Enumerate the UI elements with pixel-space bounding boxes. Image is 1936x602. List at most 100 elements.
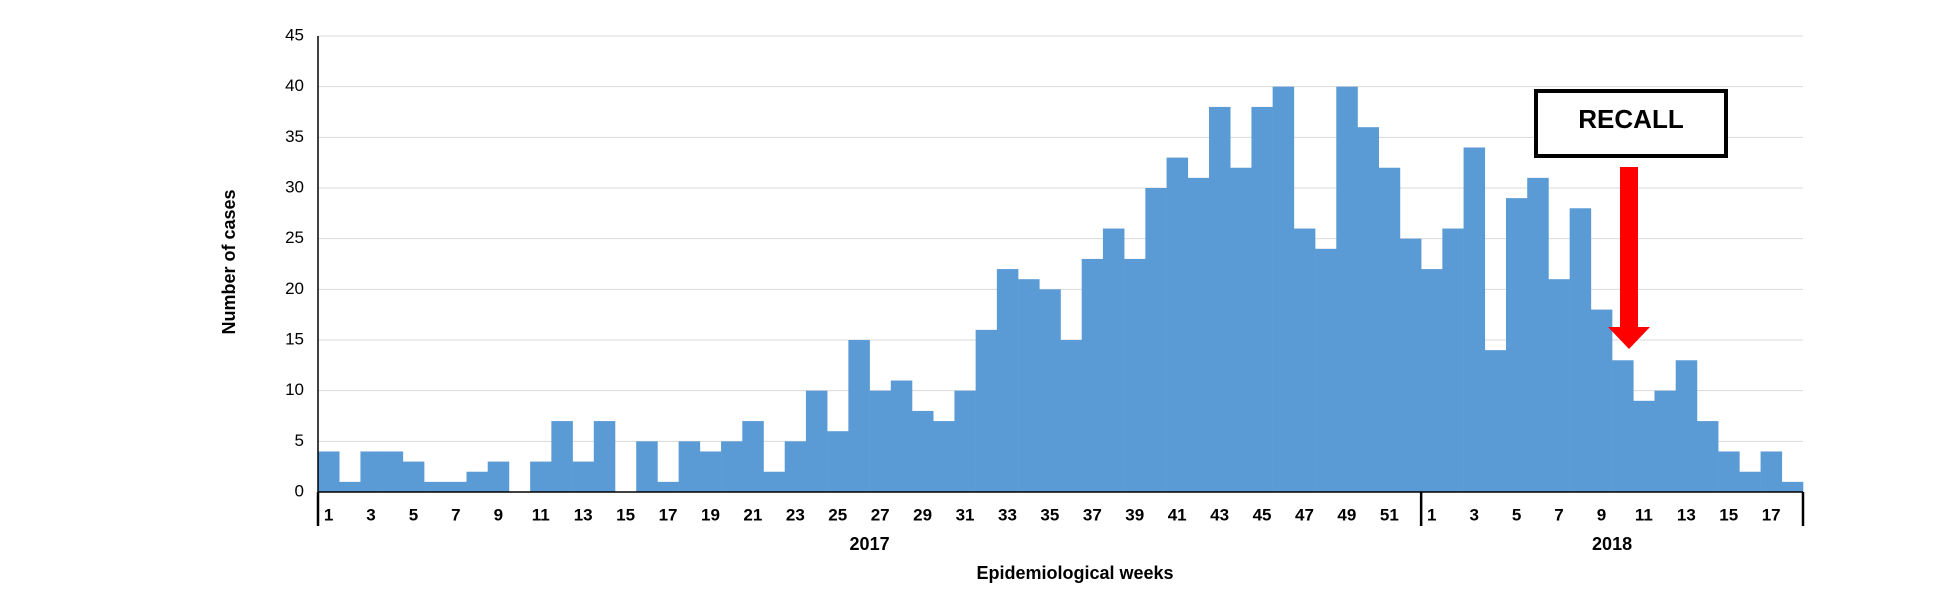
bar: [1166, 157, 1189, 492]
arrow-head: [1608, 327, 1650, 349]
bar: [848, 340, 870, 492]
x-tick-label: 41: [1168, 505, 1187, 524]
y-tick-label: 35: [285, 127, 304, 146]
bar: [657, 481, 679, 492]
x-tick-label: 17: [1762, 505, 1781, 524]
x-tick-label: 51: [1380, 505, 1399, 524]
y-axis-title: Number of cases: [219, 189, 239, 334]
bar: [954, 390, 976, 492]
bar: [572, 461, 595, 492]
arrow-shaft: [1620, 167, 1638, 327]
y-tick-label: 10: [285, 380, 304, 399]
y-tick-label: 30: [285, 177, 304, 196]
bar: [1590, 309, 1613, 492]
bar: [1018, 279, 1040, 492]
bar: [402, 461, 425, 492]
bar: [1718, 451, 1740, 492]
x-tick-label: 49: [1337, 505, 1356, 524]
x-tick-label: 27: [871, 505, 890, 524]
bar: [530, 461, 552, 492]
bar: [1272, 86, 1295, 493]
x-tick-label: 35: [1040, 505, 1059, 524]
x-tick-label: 15: [616, 505, 635, 524]
bar: [1781, 481, 1804, 492]
annotation-text: RECALL: [1578, 104, 1684, 134]
x-tick-label: 1: [1427, 505, 1436, 524]
bar: [805, 390, 828, 492]
bar: [933, 421, 955, 492]
bar: [1569, 208, 1592, 492]
x-tick-label: 13: [1677, 505, 1696, 524]
bar: [1527, 177, 1549, 492]
bar: [1399, 238, 1422, 492]
bar: [1039, 289, 1061, 492]
bar: [784, 441, 807, 492]
x-tick-label: 5: [409, 505, 418, 524]
bar: [1739, 471, 1761, 492]
bar: [1442, 228, 1464, 493]
bar: [1696, 421, 1719, 492]
x-axis-title: Epidemiological weeks: [976, 563, 1173, 583]
x-tick-label: 29: [913, 505, 932, 524]
x-tick-label: 37: [1083, 505, 1102, 524]
x-tick-label: 3: [1469, 505, 1478, 524]
x-tick-label: 43: [1210, 505, 1229, 524]
bar: [912, 410, 934, 492]
bar: [593, 421, 616, 492]
x-tick-label: 25: [828, 505, 847, 524]
x-tick-label: 11: [532, 505, 550, 524]
bar: [1421, 269, 1443, 492]
x-tick-label: 45: [1253, 505, 1272, 524]
bar: [827, 431, 849, 492]
y-tick-label: 40: [285, 76, 304, 95]
x-tick-label: 47: [1295, 505, 1314, 524]
bar: [636, 441, 658, 492]
bar: [445, 481, 467, 492]
y-tick-label: 45: [285, 25, 304, 44]
x-tick-label: 13: [574, 505, 593, 524]
x-tick-label: 7: [451, 505, 460, 524]
x-tick-label: 17: [659, 505, 678, 524]
x-tick-label: 15: [1719, 505, 1738, 524]
group-label: 2018: [1592, 534, 1632, 554]
bar: [1315, 248, 1337, 492]
bar: [890, 380, 913, 492]
x-tick-label: 9: [1597, 505, 1606, 524]
bar: [1102, 228, 1125, 493]
bar: [318, 451, 340, 492]
bar: [339, 481, 361, 492]
y-tick-label: 0: [295, 481, 304, 500]
bar: [1230, 167, 1252, 492]
x-tick-label: 19: [701, 505, 720, 524]
y-tick-label: 15: [285, 329, 304, 348]
bar: [424, 481, 446, 492]
bar: [487, 461, 510, 492]
y-tick-label: 25: [285, 228, 304, 247]
bar: [1251, 106, 1273, 492]
x-tick-label: 11: [1635, 505, 1653, 524]
x-tick-label: 9: [494, 505, 503, 524]
bar: [1612, 360, 1634, 492]
x-tick-label: 31: [956, 505, 975, 524]
bar: [381, 451, 404, 492]
bar: [1760, 451, 1783, 492]
x-tick-label: 3: [366, 505, 375, 524]
bar: [1463, 147, 1486, 492]
bar: [1675, 360, 1698, 492]
x-tick-label: 39: [1125, 505, 1144, 524]
bar: [1357, 127, 1380, 492]
bar: [1293, 228, 1316, 493]
group-label: 2017: [850, 534, 890, 554]
y-tick-label: 5: [295, 431, 304, 450]
bar: [1187, 177, 1210, 492]
bar: [996, 269, 1019, 492]
x-tick-label: 23: [786, 505, 805, 524]
bar: [742, 421, 764, 492]
x-tick-label: 7: [1554, 505, 1563, 524]
bar: [1209, 106, 1231, 492]
bar: [1081, 258, 1104, 492]
bar: [1336, 86, 1358, 493]
